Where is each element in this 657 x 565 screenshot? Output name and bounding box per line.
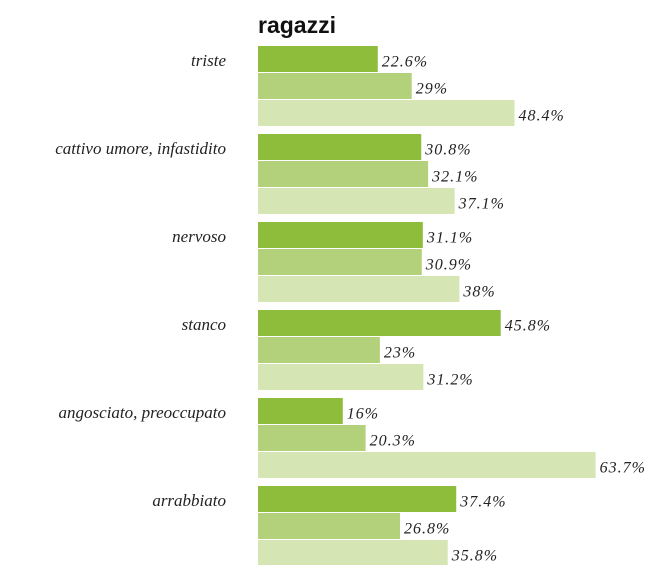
value-label: 37.4% [459, 494, 506, 511]
value-label: 26.8% [404, 521, 450, 538]
bar [258, 46, 378, 72]
bar [258, 161, 429, 187]
bar [258, 310, 501, 336]
value-label: 31.2% [426, 372, 473, 389]
category-label: angosciato, preoccupato [59, 403, 226, 422]
bar [258, 425, 366, 451]
value-label: 37.1% [458, 196, 505, 213]
bar [258, 398, 343, 424]
value-label: 30.9% [425, 257, 472, 274]
value-label: 35.8% [451, 548, 498, 565]
value-label: 48.4% [519, 108, 565, 125]
value-label: 22.6% [382, 54, 428, 71]
bar [258, 249, 422, 275]
bar [258, 513, 401, 539]
category-label: stanco [182, 315, 226, 334]
value-label: 63.7% [600, 460, 646, 477]
value-label: 32.1% [431, 169, 478, 186]
bar [258, 134, 422, 160]
category-label: cattivo umore, infastidito [55, 139, 226, 158]
category-label: triste [191, 51, 226, 70]
value-label: 30.8% [424, 142, 471, 159]
value-label: 38% [462, 284, 495, 301]
bar [258, 188, 455, 214]
bar [258, 452, 596, 478]
chart-title: ragazzi [258, 12, 336, 38]
bar [258, 364, 424, 390]
value-label: 45.8% [505, 318, 551, 335]
bar [258, 337, 380, 363]
value-label: 31.1% [426, 230, 473, 247]
value-label: 20.3% [370, 433, 416, 450]
bar [258, 540, 448, 565]
bar [258, 486, 457, 512]
bar [258, 222, 423, 248]
bar [258, 276, 460, 302]
bar [258, 100, 515, 126]
category-label: arrabbiato [152, 491, 226, 510]
bar [258, 73, 412, 99]
category-label: nervoso [172, 227, 226, 246]
value-label: 16% [347, 406, 379, 423]
value-label: 29% [416, 81, 448, 98]
value-label: 23% [384, 345, 416, 362]
